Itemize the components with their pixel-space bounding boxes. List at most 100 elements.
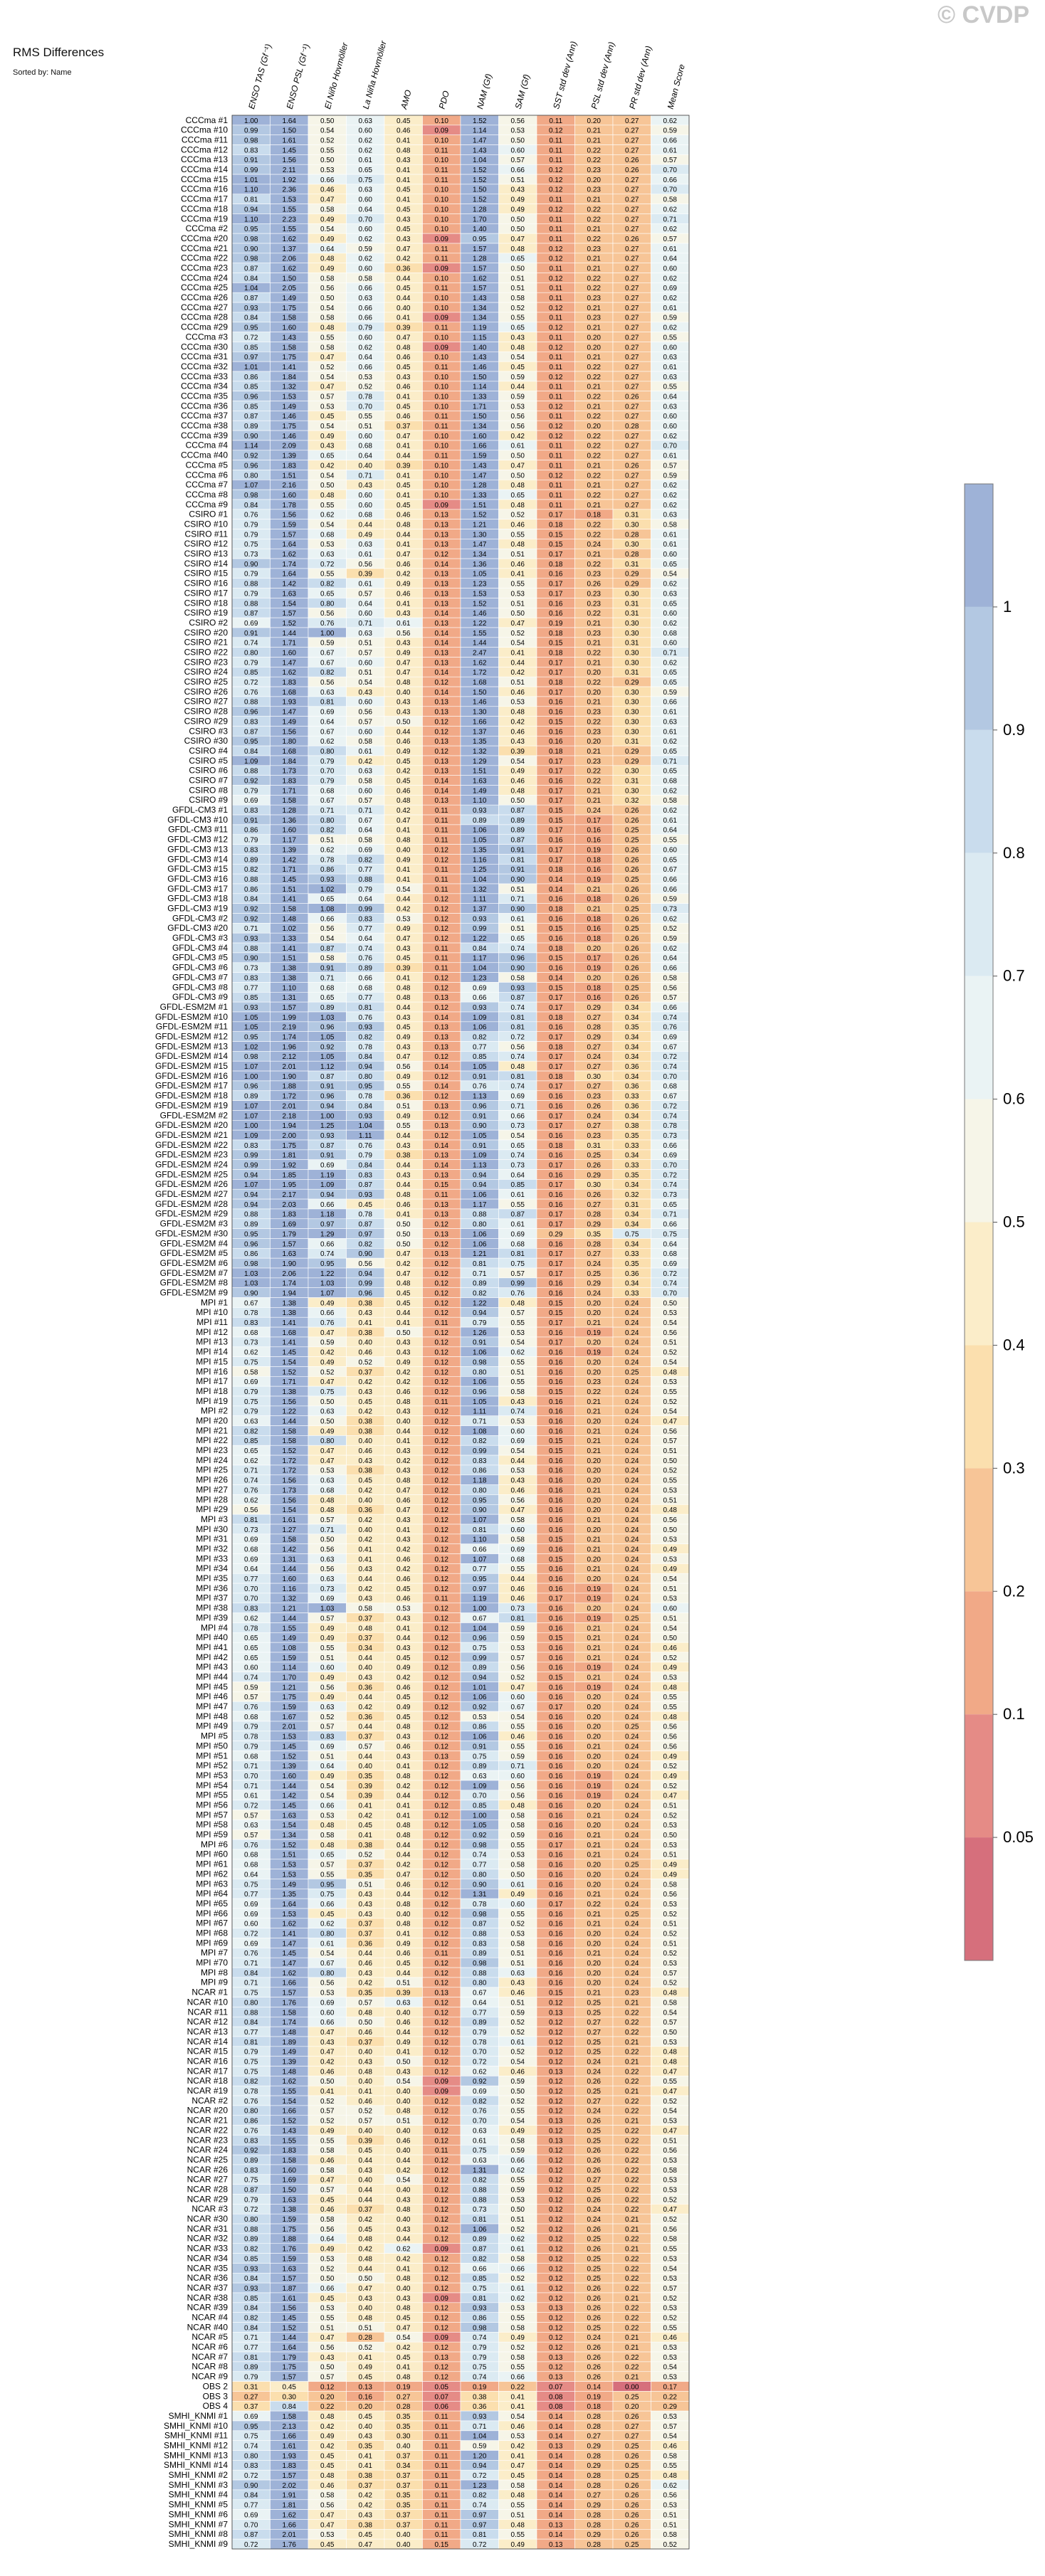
cell-value: 0.58: [511, 1862, 525, 1869]
cell-value: 0.60: [359, 659, 373, 667]
cell-value: 0.20: [587, 1714, 602, 1721]
cell-value: 0.20: [587, 1724, 602, 1731]
cell-value: 1.06: [473, 1024, 487, 1032]
cell-value: 1.71: [283, 787, 297, 795]
cell-value: 1.44: [283, 1418, 297, 1425]
cell-value: 0.72: [473, 2058, 487, 2066]
cell-value: 0.66: [359, 974, 373, 982]
cell-value: 0.12: [435, 1575, 449, 1583]
cell-value: 0.34: [359, 1645, 373, 1652]
cell-value: 1.66: [473, 443, 487, 450]
cell-value: 0.89: [359, 965, 373, 973]
cell-value: 0.17: [549, 758, 563, 766]
cell-value: 0.24: [625, 1921, 639, 1928]
cell-value: 0.42: [359, 1585, 373, 1593]
cell-value: 0.49: [511, 206, 525, 213]
cell-value: 1.38: [283, 1309, 297, 1317]
cell-value: 0.67: [320, 728, 335, 736]
cell-value: 0.88: [244, 945, 258, 953]
cell-value: 0.20: [587, 738, 602, 746]
cell-value: 0.87: [244, 295, 258, 302]
cell-value: 0.71: [359, 807, 373, 815]
cell-value: 1.43: [283, 334, 297, 342]
cell-value: 0.34: [625, 1053, 639, 1061]
row-label: NCAR #12: [187, 2017, 229, 2027]
cell-value: 0.48: [663, 1684, 678, 1691]
cell-value: 0.84: [244, 1970, 258, 1978]
cell-value: 0.24: [625, 1388, 639, 1396]
cell-value: 0.70: [473, 2049, 487, 2057]
cell-value: 0.17: [549, 659, 563, 667]
cell-value: 0.46: [359, 1349, 373, 1357]
cell-value: 0.58: [663, 1881, 678, 1889]
cell-value: 0.49: [397, 1073, 411, 1081]
cell-value: 0.92: [320, 1043, 335, 1051]
cell-value: 0.66: [320, 915, 335, 923]
cell-value: 0.12: [435, 1556, 449, 1563]
cell-value: 1.63: [283, 1250, 297, 1258]
cell-value: 0.75: [663, 1230, 678, 1238]
cell-value: 0.79: [359, 1152, 373, 1160]
cell-value: 0.17: [549, 1250, 563, 1258]
cell-value: 0.76: [244, 689, 258, 697]
cell-value: 0.13: [435, 1230, 449, 1238]
cell-value: 0.64: [359, 453, 373, 460]
cell-value: 1.51: [473, 502, 487, 510]
cell-value: 0.60: [511, 1427, 525, 1435]
cell-value: 1.43: [473, 147, 487, 154]
cell-value: 0.72: [244, 1802, 258, 1810]
cell-value: 0.52: [359, 384, 373, 391]
cell-value: 0.43: [397, 2068, 411, 2076]
cell-value: 1.32: [473, 748, 487, 756]
cell-value: 0.37: [359, 1921, 373, 1928]
cell-value: 0.11: [549, 117, 562, 125]
cell-value: 0.58: [359, 837, 373, 845]
cell-value: 0.48: [397, 1280, 411, 1288]
cell-value: 0.94: [320, 1191, 335, 1199]
cell-value: 0.24: [625, 1427, 639, 1435]
cell-value: 0.21: [587, 305, 602, 312]
cell-value: 0.77: [473, 1566, 487, 1573]
cell-value: 0.44: [397, 1132, 411, 1140]
row-label: CCCma #17: [181, 194, 228, 204]
cell-value: 0.56: [359, 1260, 373, 1268]
cell-value: 0.46: [511, 728, 525, 736]
cell-value: 0.84: [244, 275, 258, 283]
cell-value: 0.87: [359, 1221, 373, 1229]
cell-value: 0.80: [359, 1073, 373, 1081]
cell-value: 0.22: [625, 2019, 639, 2027]
cell-value: 0.43: [359, 1970, 373, 1978]
cell-value: 0.43: [397, 1615, 411, 1622]
cell-value: 0.94: [244, 1191, 258, 1199]
cell-value: 0.43: [397, 1349, 411, 1357]
cell-value: 0.12: [435, 1221, 449, 1229]
row-label: GFDL-CM3 #19: [167, 903, 228, 913]
cell-value: 0.36: [359, 1684, 373, 1691]
cell-value: 0.76: [244, 1704, 258, 1711]
cell-value: 0.21: [587, 462, 602, 470]
cell-value: 1.90: [283, 1073, 297, 1081]
cell-value: 0.63: [473, 1773, 487, 1780]
cell-value: 0.98: [244, 137, 258, 144]
cell-value: 0.42: [397, 807, 411, 815]
cell-value: 1.48: [283, 2029, 297, 2037]
cell-value: 0.26: [625, 167, 639, 174]
cell-value: 0.24: [625, 1654, 639, 1662]
cell-value: 0.16: [549, 1496, 563, 1504]
cell-value: 0.48: [663, 1506, 678, 1514]
cell-value: 0.42: [359, 1408, 373, 1416]
cell-value: 0.38: [359, 1329, 373, 1337]
cell-value: 0.43: [359, 1891, 373, 1899]
cell-value: 0.55: [663, 1388, 678, 1396]
cell-value: 0.34: [625, 1004, 639, 1012]
cell-value: 0.76: [359, 955, 373, 963]
cell-value: 0.94: [473, 1171, 487, 1179]
cell-value: 0.44: [359, 521, 373, 529]
cell-value: 0.18: [587, 512, 602, 519]
cell-value: 0.67: [473, 1990, 487, 1997]
cell-value: 0.09: [435, 344, 449, 352]
row-label: MPI #63: [196, 1879, 228, 1889]
cell-value: 0.43: [511, 186, 525, 194]
cell-value: 1.00: [244, 1073, 258, 1081]
cell-value: 0.65: [359, 167, 373, 174]
